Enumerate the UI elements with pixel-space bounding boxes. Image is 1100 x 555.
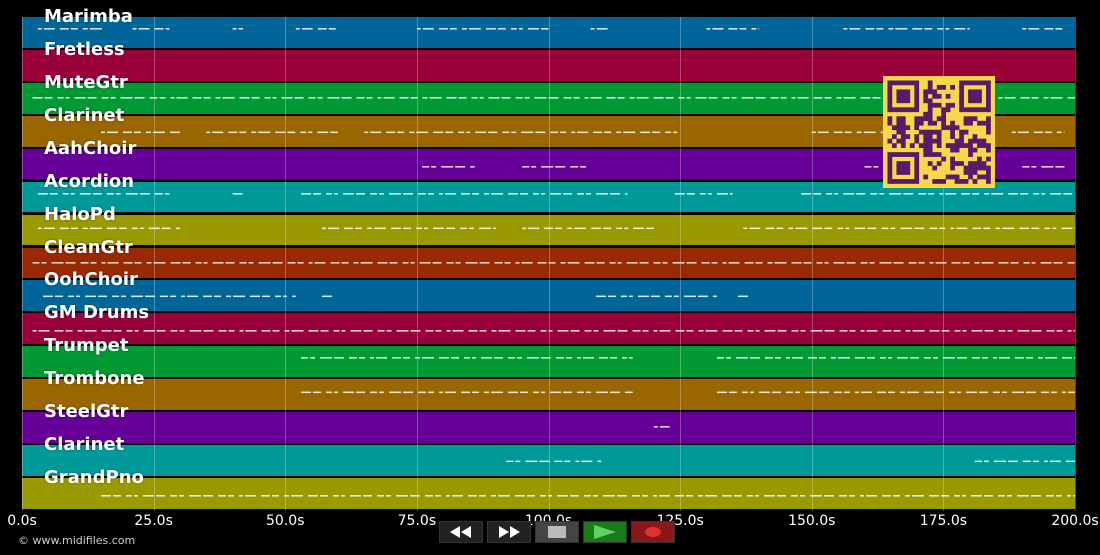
track-label: GrandPno [44, 467, 144, 489]
time-tick-label: 200.0s [1051, 513, 1099, 529]
track-row[interactable]: GrandPno [22, 467, 1075, 510]
record-button[interactable] [631, 521, 675, 543]
track-notes [37, 227, 1075, 229]
track-label: Clarinet [44, 434, 125, 456]
track-label: AahChoir [44, 137, 137, 159]
track-notes [37, 28, 1063, 30]
track-label: MuteGtr [44, 71, 128, 93]
track-notes [301, 357, 1075, 359]
time-tick-label: 75.0s [397, 513, 437, 529]
fast-forward-button[interactable] [487, 521, 531, 543]
time-tick-label: 0.0s [7, 513, 37, 529]
transport-controls [439, 521, 675, 543]
time-tick-label: 175.0s [919, 513, 968, 529]
rewind-icon [450, 526, 471, 538]
track-row[interactable]: OohChoir [22, 269, 1075, 313]
play-button[interactable] [583, 521, 627, 543]
play-icon [594, 525, 616, 539]
track-label: Trumpet [44, 335, 129, 357]
time-tick-label: 25.0s [134, 513, 173, 529]
track-label: HaloPd [44, 203, 116, 225]
track-label: CleanGtr [44, 236, 133, 258]
stop-icon [548, 526, 566, 538]
track-row[interactable]: GM Drums [22, 302, 1075, 346]
rewind-button[interactable] [439, 521, 483, 543]
track-row[interactable]: CleanGtr [22, 237, 1075, 280]
track-row[interactable]: Trumpet [22, 335, 1075, 379]
track-row[interactable]: HaloPd [22, 204, 1075, 247]
track-notes [506, 460, 1075, 463]
time-tick-label: 50.0s [266, 513, 305, 529]
track-row[interactable]: Trombone [22, 368, 1075, 412]
track-label: Trombone [44, 368, 145, 390]
track-label: GM Drums [44, 302, 150, 324]
track-label: Marimba [44, 6, 133, 27]
gridline [1075, 17, 1076, 511]
track-notes [301, 391, 1075, 394]
track-notes [100, 495, 1075, 497]
track-label: Acordion [44, 170, 135, 192]
track-notes [653, 426, 670, 428]
track-area: Marimba Fretless MuteGtr Clarinet AahChoir Ac… [22, 6, 1076, 511]
fast-forward-icon [499, 526, 520, 538]
track-label: OohChoir [44, 269, 138, 291]
track-row[interactable]: Clarinet [22, 434, 1075, 477]
track-notes [37, 192, 1073, 195]
track-row[interactable]: SteelGtr [22, 401, 1075, 444]
copyright-text: © www.midifiles.com [18, 534, 136, 547]
qr-code [883, 76, 995, 188]
track-notes [32, 261, 1075, 264]
track-notes [32, 330, 1075, 332]
track-label: Clarinet [44, 104, 125, 126]
track-label: SteelGtr [44, 401, 129, 423]
track-row[interactable]: Marimba [22, 6, 1075, 49]
stop-button[interactable] [535, 521, 579, 543]
track-label: Fretless [44, 38, 125, 60]
time-tick-label: 150.0s [788, 513, 836, 529]
record-icon [645, 527, 661, 537]
time-axis: 0.0s25.0s50.0s75.0s100.0s125.0s150.0s175… [0, 513, 1100, 535]
track-notes [43, 296, 749, 298]
